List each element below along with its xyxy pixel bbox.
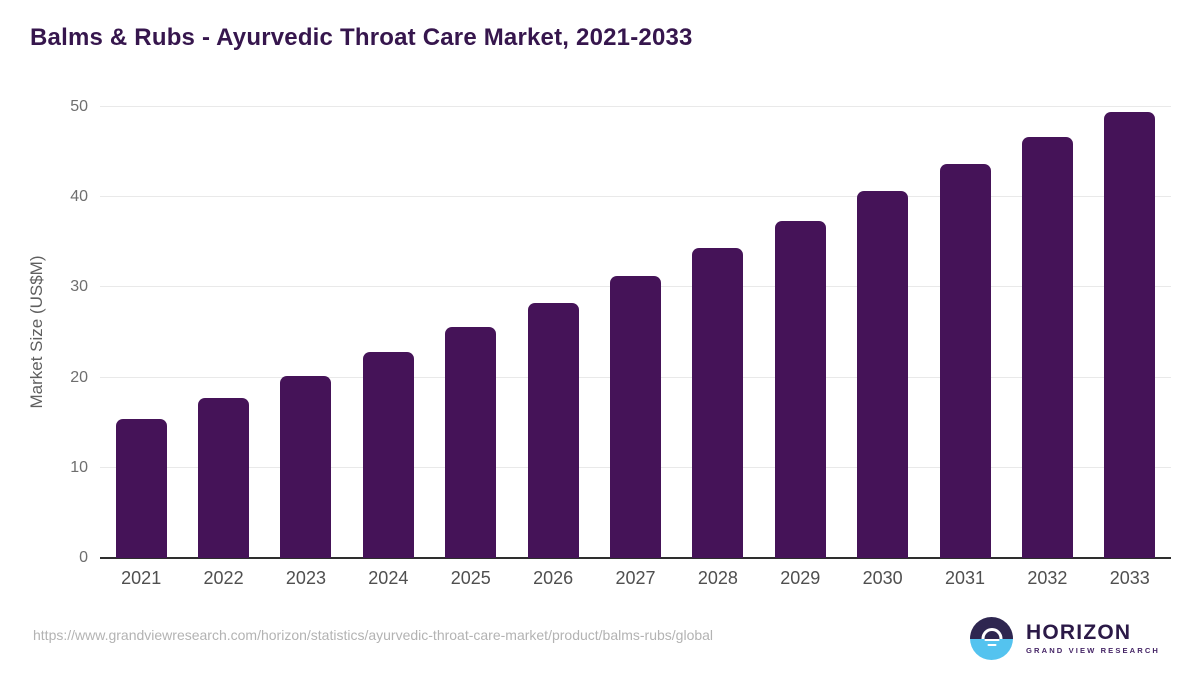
horizon-logo-icon — [970, 617, 1014, 660]
x-tick-2023: 2023 — [285, 568, 326, 588]
x-tick-2029: 2029 — [780, 568, 821, 588]
logo-sun-icon — [981, 627, 1003, 639]
x-tick-2032: 2032 — [1027, 568, 1068, 588]
bar-2031 — [939, 163, 991, 558]
x-tick-2027: 2027 — [615, 568, 656, 588]
bar-2026 — [527, 302, 579, 558]
logo-reflection-line — [987, 643, 997, 647]
gridline-40 — [100, 196, 1171, 198]
x-axis-line — [100, 557, 1171, 559]
y-axis-ticks: 0 10 20 30 40 50 — [40, 98, 88, 566]
horizon-logo: HORIZON GRAND VIEW RESEARCH — [970, 617, 1160, 660]
x-tick-2025: 2025 — [450, 568, 491, 588]
bar-2022 — [198, 398, 250, 558]
logo-text: HORIZON GRAND VIEW RESEARCH — [1026, 621, 1160, 656]
logo-reflection-line — [984, 638, 1000, 642]
x-tick-2022: 2022 — [203, 568, 244, 588]
bar-2027 — [610, 275, 661, 558]
bar-chart-plot-area — [100, 106, 1171, 559]
x-axis-ticks: 2021 2022 2023 2024 2025 2026 2027 2028 2029 2030… — [100, 568, 1171, 592]
bar-2032 — [1021, 136, 1073, 558]
logo-subtitle: GRAND VIEW RESEARCH — [1026, 646, 1160, 655]
y-tick-0: 0 — [79, 549, 88, 566]
x-tick-2031: 2031 — [945, 568, 986, 588]
x-tick-2030: 2030 — [862, 568, 903, 588]
x-tick-2026: 2026 — [533, 568, 574, 588]
bar-2028 — [692, 247, 744, 558]
y-tick-40: 40 — [70, 188, 88, 206]
x-tick-2024: 2024 — [368, 568, 409, 588]
x-tick-2021: 2021 — [121, 568, 162, 588]
logo-brand-name: HORIZON — [1026, 621, 1132, 644]
gridline-50 — [100, 106, 1171, 107]
bar-2025 — [445, 327, 497, 558]
bar-2033 — [1104, 111, 1156, 558]
x-tick-2033: 2033 — [1109, 568, 1150, 588]
logo-sea-half — [970, 638, 1014, 660]
source-url: https://www.grandviewresearch.com/horizo… — [33, 627, 714, 643]
y-tick-20: 20 — [70, 368, 88, 386]
y-tick-10: 10 — [70, 458, 88, 476]
y-tick-50: 50 — [70, 98, 88, 115]
bar-2024 — [362, 352, 414, 558]
bar-2023 — [280, 375, 332, 558]
bar-2029 — [774, 220, 826, 558]
bar-2030 — [857, 190, 909, 558]
bar-2021 — [115, 419, 167, 558]
y-tick-30: 30 — [70, 278, 88, 296]
page-title: Balms & Rubs - Ayurvedic Throat Care Mar… — [30, 24, 693, 51]
x-tick-2028: 2028 — [697, 568, 738, 588]
